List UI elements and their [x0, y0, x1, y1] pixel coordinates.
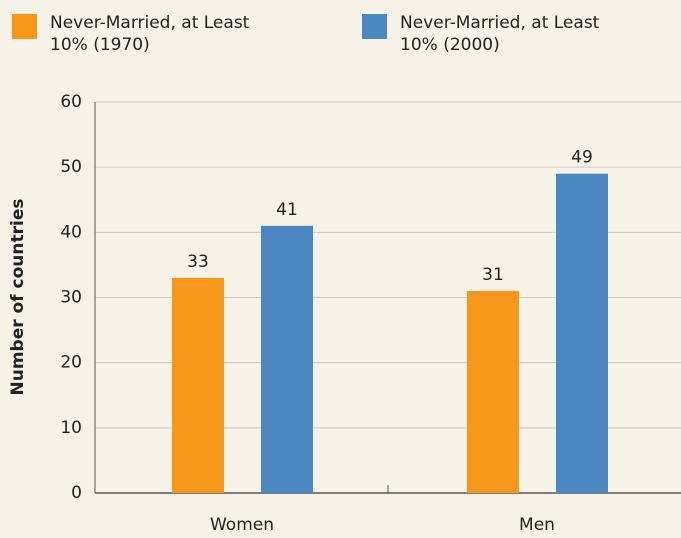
- bar: [556, 173, 608, 493]
- data-label: 33: [187, 252, 209, 272]
- data-label: 41: [276, 200, 298, 220]
- data-label: 31: [482, 265, 504, 285]
- bar: [467, 290, 519, 493]
- legend-item: Never-Married, at Least 10% (2000): [362, 12, 630, 56]
- legend-label: Never-Married, at Least 10% (1970): [50, 13, 250, 55]
- y-tick-label: 60: [60, 92, 82, 112]
- x-tick-label: Men: [519, 515, 555, 535]
- y-axis-label: Number of countries: [8, 199, 28, 396]
- y-tick-label: 10: [60, 418, 82, 438]
- legend-swatch: [12, 14, 37, 39]
- legend-swatch: [362, 14, 387, 39]
- y-tick-label: 0: [71, 483, 82, 503]
- y-tick-label: 50: [60, 157, 82, 177]
- y-tick-label: 20: [60, 353, 82, 373]
- bar: [261, 225, 313, 494]
- legend-item: Never-Married, at Least 10% (1970): [12, 12, 250, 56]
- x-tick-label: Women: [210, 515, 274, 535]
- data-label: 49: [571, 148, 593, 168]
- legend-label: Never-Married, at Least 10% (2000): [400, 13, 600, 55]
- bar: [172, 277, 224, 493]
- y-tick-label: 30: [60, 288, 82, 308]
- y-tick-label: 40: [60, 222, 82, 242]
